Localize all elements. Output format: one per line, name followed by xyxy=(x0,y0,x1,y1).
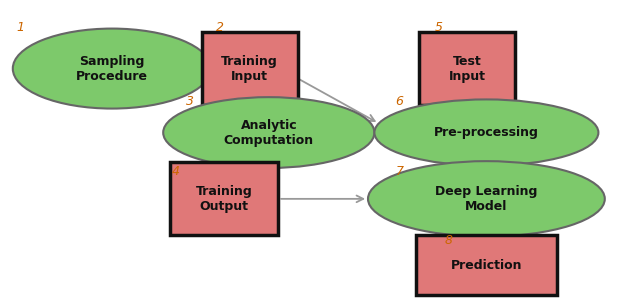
Text: Sampling
Procedure: Sampling Procedure xyxy=(76,55,148,83)
Ellipse shape xyxy=(374,99,598,166)
Text: 4: 4 xyxy=(172,164,179,178)
Text: Training
Input: Training Input xyxy=(221,55,278,83)
Text: 1: 1 xyxy=(16,21,24,33)
Text: 6: 6 xyxy=(396,95,404,108)
Bar xyxy=(416,235,557,295)
Text: Test
Input: Test Input xyxy=(449,55,486,83)
Text: 7: 7 xyxy=(396,164,404,178)
Ellipse shape xyxy=(13,29,211,109)
Text: 5: 5 xyxy=(435,21,444,33)
Text: 8: 8 xyxy=(445,234,453,247)
Ellipse shape xyxy=(163,97,374,168)
Text: Training
Output: Training Output xyxy=(196,185,252,213)
Text: Deep Learning
Model: Deep Learning Model xyxy=(435,185,538,213)
Text: 3: 3 xyxy=(186,95,193,108)
Bar xyxy=(170,162,278,235)
Text: Pre-processing: Pre-processing xyxy=(434,126,539,139)
Bar xyxy=(419,32,515,105)
Text: Analytic
Computation: Analytic Computation xyxy=(224,119,314,147)
Bar xyxy=(202,32,298,105)
Ellipse shape xyxy=(368,161,605,237)
Text: Prediction: Prediction xyxy=(451,259,522,272)
Text: 2: 2 xyxy=(216,21,225,33)
